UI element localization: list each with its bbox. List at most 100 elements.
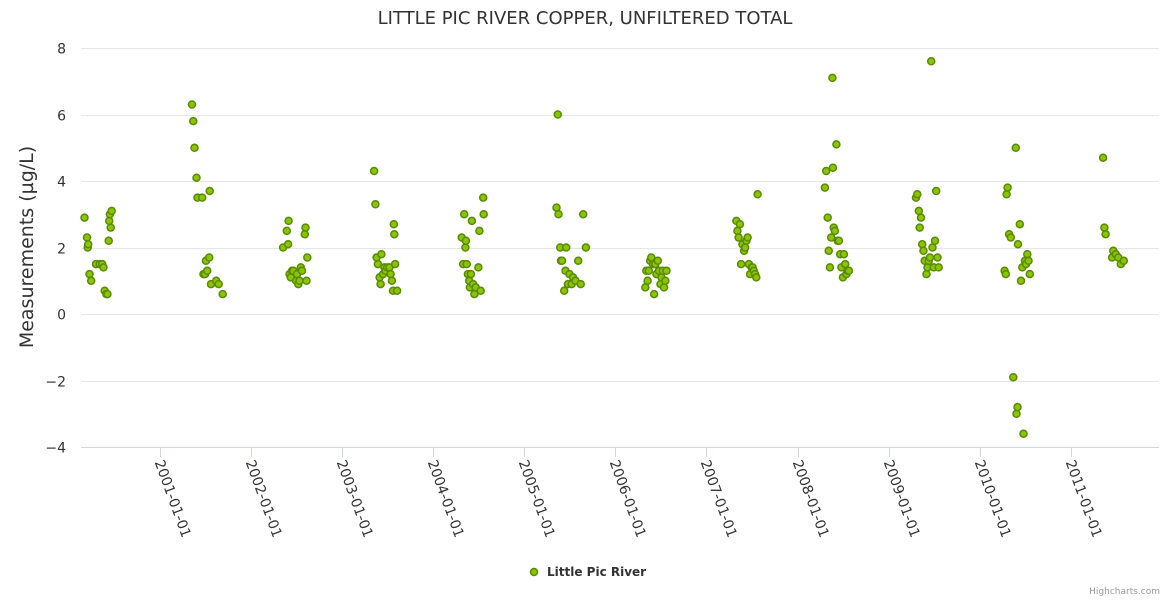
data-point[interactable] — [643, 276, 652, 286]
data-point[interactable] — [922, 269, 931, 279]
data-point[interactable] — [1012, 409, 1021, 419]
data-point[interactable] — [752, 273, 761, 282]
data-point[interactable] — [104, 236, 113, 246]
data-point[interactable] — [573, 256, 583, 266]
credits-link[interactable]: Highcharts.com — [1089, 587, 1160, 597]
data-point[interactable] — [1019, 429, 1028, 438]
data-point[interactable] — [104, 216, 114, 226]
data-point[interactable] — [1009, 372, 1018, 382]
data-point[interactable] — [1024, 256, 1033, 266]
data-point[interactable] — [1119, 256, 1129, 266]
data-point[interactable] — [830, 226, 840, 236]
data-point[interactable] — [82, 233, 92, 242]
data-point[interactable] — [821, 166, 831, 176]
data-point[interactable] — [373, 259, 383, 269]
data-point[interactable] — [295, 276, 304, 286]
data-point[interactable] — [478, 193, 488, 202]
data-point[interactable] — [644, 266, 654, 276]
data-point[interactable] — [930, 236, 940, 246]
data-point[interactable] — [369, 166, 379, 176]
data-point[interactable] — [461, 243, 470, 252]
data-point[interactable] — [462, 259, 471, 269]
data-point[interactable] — [733, 226, 742, 236]
data-point[interactable] — [736, 259, 746, 269]
data-point[interactable] — [214, 279, 223, 289]
data-point[interactable] — [376, 279, 385, 289]
data-point[interactable] — [926, 57, 936, 66]
legend[interactable]: Little Pic River — [529, 565, 647, 579]
data-point[interactable] — [390, 229, 399, 239]
data-point[interactable] — [389, 219, 399, 229]
data-point[interactable] — [1098, 153, 1108, 162]
data-point[interactable] — [205, 186, 214, 196]
data-point[interactable] — [302, 276, 311, 286]
data-point[interactable] — [218, 289, 227, 299]
data-point[interactable] — [561, 243, 571, 252]
data-point[interactable] — [390, 259, 400, 269]
data-point[interactable] — [371, 200, 380, 209]
data-point[interactable] — [576, 279, 585, 289]
data-point[interactable] — [85, 269, 94, 279]
data-point[interactable] — [915, 223, 924, 232]
data-point[interactable] — [386, 269, 395, 279]
data-point[interactable] — [479, 209, 488, 219]
data-point[interactable] — [1011, 143, 1021, 153]
data-point[interactable] — [928, 243, 937, 252]
data-point[interactable] — [1023, 249, 1032, 259]
data-point[interactable] — [80, 213, 89, 222]
legend-item-label[interactable]: Little Pic River — [547, 565, 646, 579]
data-point[interactable] — [461, 236, 471, 246]
data-point[interactable] — [283, 239, 293, 249]
data-point[interactable] — [554, 209, 563, 219]
data-point[interactable] — [649, 289, 659, 299]
data-point[interactable] — [474, 263, 483, 272]
data-point[interactable] — [192, 173, 201, 182]
data-point[interactable] — [734, 233, 743, 242]
data-point[interactable] — [740, 243, 750, 252]
data-point[interactable] — [204, 253, 214, 262]
data-point[interactable] — [459, 209, 469, 219]
data-point[interactable] — [187, 100, 197, 109]
data-point[interactable] — [844, 266, 854, 276]
data-point[interactable] — [1002, 190, 1011, 199]
data-point[interactable] — [1100, 223, 1109, 232]
data-point[interactable] — [578, 209, 588, 219]
data-point[interactable] — [659, 283, 669, 292]
data-point[interactable] — [825, 263, 835, 272]
data-point[interactable] — [931, 186, 941, 196]
data-point[interactable] — [840, 259, 850, 269]
data-point[interactable] — [820, 183, 830, 192]
data-point[interactable] — [303, 253, 312, 262]
data-point[interactable] — [392, 286, 402, 295]
data-point[interactable] — [99, 263, 108, 272]
data-point[interactable] — [933, 253, 942, 262]
data-point[interactable] — [197, 193, 207, 202]
data-point[interactable] — [202, 266, 212, 276]
data-point[interactable] — [735, 219, 745, 229]
data-point[interactable] — [743, 233, 752, 242]
data-point[interactable] — [282, 226, 292, 236]
data-point[interactable] — [581, 243, 591, 252]
data-point[interactable] — [1013, 402, 1022, 412]
data-point[interactable] — [1001, 269, 1011, 279]
data-point[interactable] — [913, 190, 922, 199]
data-point[interactable] — [925, 253, 935, 262]
data-point[interactable] — [1013, 239, 1023, 249]
data-point[interactable] — [832, 140, 841, 149]
data-point[interactable] — [83, 239, 93, 249]
data-point[interactable] — [919, 246, 928, 256]
data-point[interactable] — [377, 249, 386, 259]
data-point[interactable] — [284, 216, 293, 226]
data-point[interactable] — [934, 263, 943, 272]
data-point[interactable] — [828, 73, 837, 83]
data-point[interactable] — [103, 289, 112, 299]
data-point[interactable] — [297, 266, 307, 276]
data-point[interactable] — [1101, 229, 1110, 239]
data-point[interactable] — [653, 256, 663, 266]
data-point[interactable] — [917, 239, 927, 249]
data-point[interactable] — [826, 233, 836, 242]
data-point[interactable] — [476, 286, 485, 295]
data-point[interactable] — [834, 236, 844, 246]
data-point[interactable] — [467, 216, 477, 226]
data-point[interactable] — [189, 116, 198, 126]
